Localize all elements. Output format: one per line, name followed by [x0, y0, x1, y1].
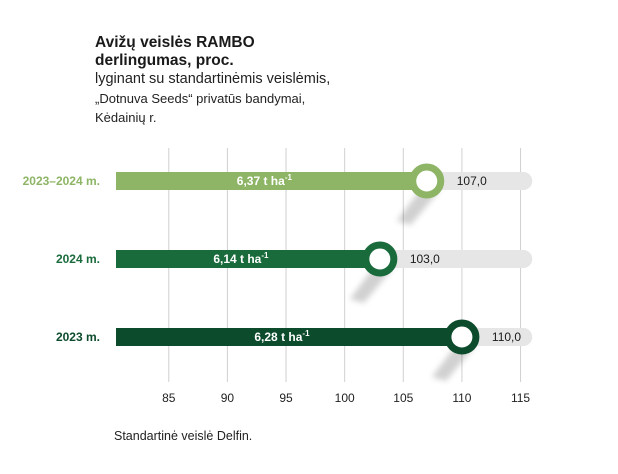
tick-label-105: 105 — [393, 391, 413, 405]
bar-knob — [444, 319, 480, 355]
category-label: 2024 m. — [56, 252, 100, 266]
bar-track — [426, 172, 533, 190]
bar-knob — [362, 241, 398, 277]
x-axis-ticks: 85 90 95 100 105 110 115 — [162, 391, 530, 405]
tick-label-85: 85 — [162, 391, 176, 405]
category-label: 2023 m. — [56, 330, 100, 344]
tick-label-90: 90 — [221, 391, 235, 405]
bars: 2023–2024 m. 6,37 t ha-1 107,0 2024 m. 6,14 … — [23, 163, 533, 381]
title-block: Avižų veislės RAMBO derlingumas, proc. l… — [95, 34, 330, 127]
value-label: 103,0 — [410, 252, 440, 266]
yield-label: 6,37 t ha-1 — [237, 173, 293, 188]
chart-title-line1: Avižų veislės RAMBO — [95, 34, 255, 51]
bar-knob — [409, 163, 445, 199]
bar-row-2: 2023 m. 6,28 t ha-1 110,0 — [56, 319, 533, 381]
bar — [116, 328, 462, 346]
bar-track — [379, 250, 533, 268]
tick-label-95: 95 — [279, 391, 293, 405]
tick-label-110: 110 — [452, 391, 471, 405]
category-label: 2023–2024 m. — [23, 174, 100, 188]
bar — [116, 172, 427, 190]
chart-title-line2: derlingumas, proc. — [95, 52, 234, 69]
bar-row-0: 2023–2024 m. 6,37 t ha-1 107,0 — [23, 163, 533, 225]
tick-label-100: 100 — [335, 391, 355, 405]
yield-label: 6,14 t ha-1 — [213, 251, 269, 266]
value-label: 110,0 — [492, 330, 521, 344]
bar — [116, 250, 380, 268]
chart-subtitle-line1: lyginant su standartinėmis veislėmis, — [95, 71, 331, 87]
chart-subtitle-line2: „Dotnuva Seeds“ privatūs bandymai, — [95, 91, 306, 106]
footnote: Standartinė veislė Delfin. — [114, 429, 253, 443]
value-label: 107,0 — [457, 174, 487, 188]
bar-row-1: 2024 m. 6,14 t ha-1 103,0 — [56, 241, 533, 303]
chart-subtitle-line3: Kėdainių r. — [95, 110, 157, 125]
yield-label: 6,28 t ha-1 — [254, 329, 310, 344]
tick-label-115: 115 — [511, 391, 530, 405]
bar-track — [461, 328, 533, 346]
